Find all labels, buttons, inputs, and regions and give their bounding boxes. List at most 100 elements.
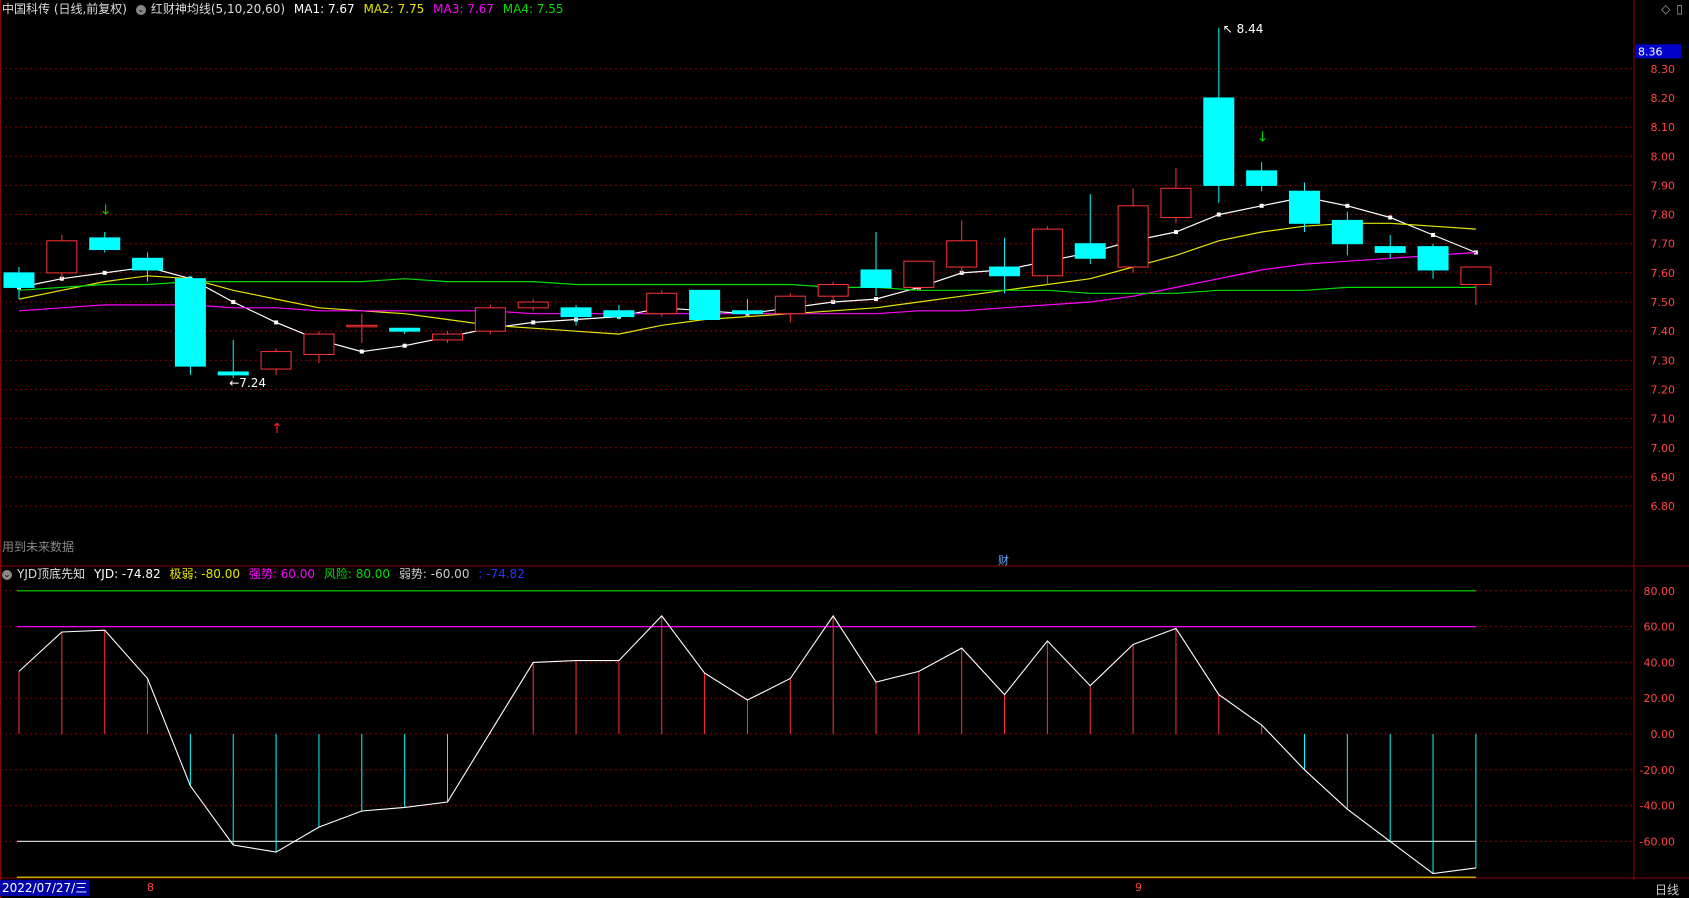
candle (1246, 162, 1278, 192)
candle (432, 331, 463, 343)
candle-body (774, 295, 806, 315)
qiangshi-value: 强势: 60.00 (248, 567, 316, 581)
candle-body (1203, 97, 1235, 186)
candle (1417, 243, 1449, 279)
ma1-point (1345, 203, 1350, 208)
candle (174, 275, 206, 375)
ruoshi-value: 弱势: -60.00 (398, 567, 470, 581)
financial-report-marker[interactable]: 财 (998, 554, 1009, 567)
chevron-down-icon[interactable]: ⌄ (135, 4, 146, 15)
y-tick-label: 7.80 (1651, 209, 1676, 222)
diamond-icon[interactable]: ◇ (1661, 2, 1671, 16)
yjd-value: YJD: -74.82 (93, 567, 161, 581)
candle (217, 339, 249, 378)
candle-body (303, 333, 335, 355)
y-tick-label: 80.00 (1644, 585, 1676, 598)
ma1-point (1259, 203, 1264, 208)
current-date: 2022/07/27/三 (0, 880, 90, 896)
candle (3, 267, 35, 300)
window-controls: ◇ ▯ (1655, 2, 1683, 16)
candle-body (474, 307, 506, 332)
candle-body (946, 240, 978, 268)
ma-line-ma4 (18, 278, 1476, 294)
ma1-point (1431, 232, 1436, 237)
ma1-point (1173, 230, 1178, 235)
y-tick-label: 7.40 (1651, 325, 1676, 338)
y-tick-label: 60.00 (1644, 621, 1676, 634)
y-tick-label: 8.20 (1651, 92, 1676, 105)
candle-body (1374, 246, 1406, 253)
ma1-point (1216, 212, 1221, 217)
candle (260, 348, 292, 375)
y-tick-label: -60.00 (1640, 835, 1675, 848)
y-tick-label: 7.20 (1651, 383, 1676, 396)
candle (1074, 194, 1106, 265)
candle-body (560, 307, 592, 318)
restore-icon[interactable]: ▯ (1676, 2, 1683, 16)
candle (1374, 234, 1406, 259)
ma1-point (402, 343, 407, 348)
main-chart-header: 中国科传 (日线,前复权) ⌄ 红财神均线(5,10,20,60) MA1: 7.… (2, 1, 569, 17)
y-tick-label: 7.00 (1651, 442, 1676, 455)
candle-body (89, 237, 121, 251)
y-tick-label: 7.50 (1651, 296, 1676, 309)
sell-arrow-icon: ↓ (100, 203, 112, 219)
candle (1117, 188, 1149, 273)
y-tick-label: 7.70 (1651, 238, 1676, 251)
candle (303, 331, 335, 364)
buy-arrow-icon: ↑ (271, 421, 283, 437)
ma-line-ma2 (18, 222, 1476, 335)
candle (603, 304, 635, 320)
month-label-aug: 8 (147, 881, 154, 894)
candle (774, 293, 806, 323)
sell-arrow-icon: ↓ (1257, 130, 1269, 146)
sub-chart-header: ⌄ YJD顶底先知 YJD: -74.82 极弱: -80.00 强势: 60.0… (2, 566, 530, 582)
y-tick-label: -20.00 (1640, 764, 1675, 777)
indicator-name[interactable]: 红财神均线(5,10,20,60) (150, 2, 286, 16)
y-tick-label: 7.10 (1651, 413, 1676, 426)
candle (946, 220, 978, 273)
ma1-point (102, 270, 107, 275)
candle-body (1460, 266, 1492, 286)
future-data-note: 用到未来数据 (2, 540, 75, 554)
ma1-point (1388, 215, 1393, 220)
candle (1331, 211, 1363, 256)
candle (1460, 266, 1492, 305)
candle (903, 260, 935, 291)
period-selector[interactable]: 日线 (1654, 883, 1679, 897)
candle-body (1289, 190, 1320, 224)
yjd-line (18, 614, 1476, 875)
candle-body (989, 266, 1021, 277)
ma2-value: MA2: 7.75 (363, 2, 425, 16)
candle-body (1417, 246, 1449, 271)
ma1-point (359, 349, 364, 354)
y-tick-label: 7.90 (1651, 179, 1676, 192)
candle-body (860, 269, 892, 288)
sub-indicator-name[interactable]: YJD顶底先知 (17, 567, 86, 581)
chevron-down-icon[interactable]: ⌄ (2, 569, 12, 580)
candle-body (646, 292, 678, 315)
candle-body (1117, 205, 1149, 268)
candle-body (817, 284, 849, 297)
y-tick-label: 40.00 (1644, 656, 1676, 669)
candle (389, 327, 421, 335)
month-label-sep: 9 (1135, 881, 1142, 894)
candle (1203, 28, 1235, 203)
y-tick-label: -40.00 (1640, 800, 1675, 813)
ma1-point (274, 320, 279, 325)
candle-body (603, 310, 635, 318)
candle (817, 281, 849, 303)
candle-body (731, 310, 763, 315)
candle-body (346, 324, 378, 328)
candle (860, 232, 892, 297)
y-tick-label: 7.60 (1651, 267, 1676, 280)
ma1-value: MA1: 7.67 (293, 2, 355, 16)
candle (346, 313, 378, 343)
jiruo-value: 极弱: -80.00 (169, 567, 240, 581)
ma1-point (874, 297, 878, 302)
candle-body (174, 278, 206, 367)
candle-body (3, 272, 35, 288)
candle-body (389, 327, 421, 332)
ma1-point (531, 320, 536, 325)
